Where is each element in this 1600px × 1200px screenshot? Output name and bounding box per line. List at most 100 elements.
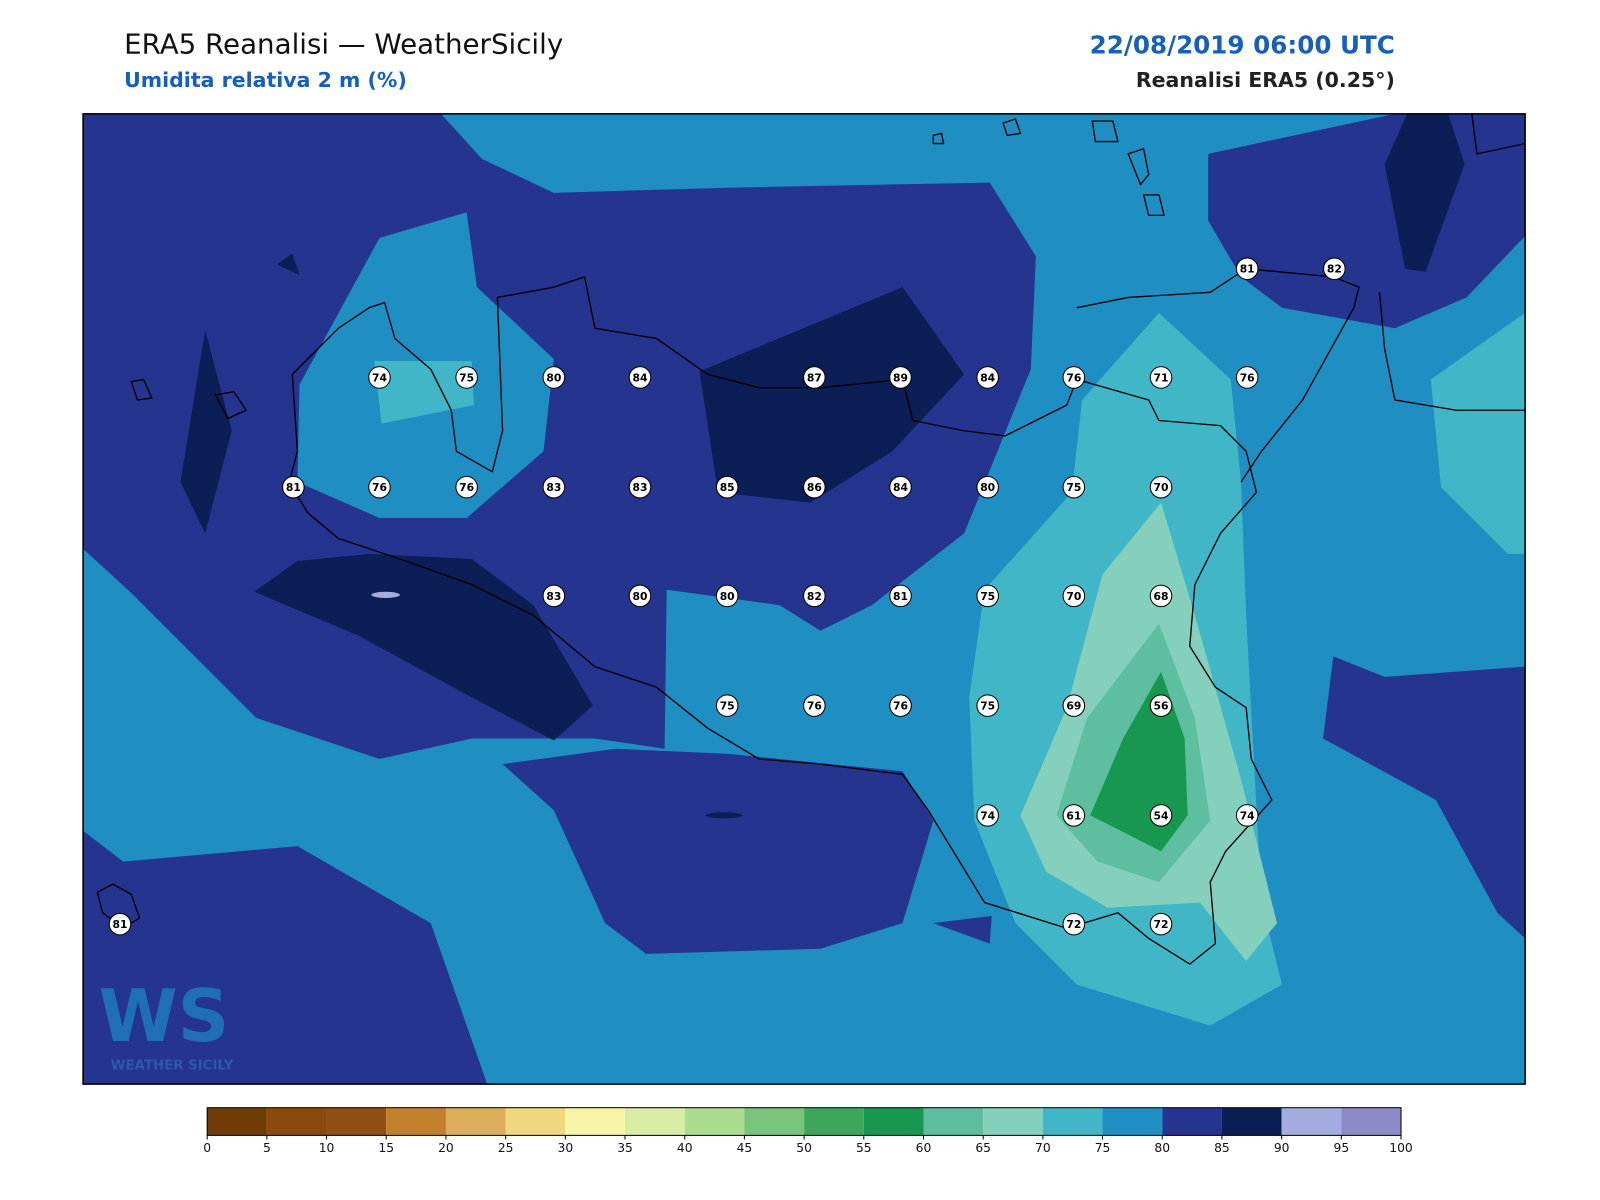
station-marker <box>889 694 912 717</box>
station-value: 83 <box>546 590 561 603</box>
station-marker <box>1062 366 1086 389</box>
coastline <box>1076 113 1526 483</box>
colorbar-tick-label: 0 <box>203 1141 211 1155</box>
colorbar-segment <box>1162 1107 1222 1136</box>
fill-area <box>699 287 965 503</box>
station-value: 76 <box>372 481 387 494</box>
station-value: 76 <box>1066 371 1081 384</box>
colorbar-segment <box>1341 1107 1402 1136</box>
station-marker <box>368 366 391 389</box>
station-marker <box>1149 584 1173 608</box>
station-value: 76 <box>1240 371 1255 384</box>
coastline <box>96 118 1165 929</box>
fill-area <box>1384 113 1465 272</box>
fill-area <box>1430 312 1526 554</box>
station-marker <box>803 366 826 389</box>
title: ERA5 Reanalisi — WeatherSicily <box>124 27 563 60</box>
colorbar-tick-label: 45 <box>737 1141 753 1155</box>
station-value: 81 <box>286 481 301 494</box>
station-marker <box>1149 366 1173 389</box>
colorbar-segment <box>445 1107 506 1136</box>
coastline <box>288 276 1273 965</box>
station-marker <box>1062 584 1086 608</box>
station-value: 72 <box>1154 918 1169 931</box>
station-marker <box>542 366 566 389</box>
station-value: 82 <box>1327 263 1342 276</box>
station-marker <box>803 584 826 608</box>
colorbar-segment <box>505 1107 566 1136</box>
colorbar: 0 5 10 15 20 25 30 35 40 45 50 55 60 65 70 75 80 85 90 95 10… <box>203 1107 1413 1155</box>
station-value: 85 <box>720 481 735 494</box>
station-marker <box>803 694 826 717</box>
station-value: 70 <box>1154 481 1169 494</box>
station-value: 75 <box>720 700 735 713</box>
station-value: 84 <box>893 481 908 494</box>
station-marker <box>1235 804 1259 827</box>
station-marker <box>1235 257 1259 280</box>
station-marker <box>889 475 912 499</box>
contour-fills <box>83 113 1526 1085</box>
station-value: 86 <box>807 481 822 494</box>
station-marker <box>715 475 739 499</box>
fill-area <box>1323 656 1526 939</box>
station-value: 83 <box>633 481 648 494</box>
station-value: 82 <box>807 590 822 603</box>
station-marker <box>1062 694 1086 717</box>
station-value: 81 <box>113 918 128 931</box>
station-value: 84 <box>633 371 648 384</box>
colorbar-segment <box>1102 1107 1163 1136</box>
colorbar-segment <box>326 1107 387 1136</box>
station-value: 75 <box>459 371 474 384</box>
station-value: 61 <box>1066 809 1081 822</box>
colorbar-segment <box>863 1107 924 1136</box>
station-marker <box>542 584 566 608</box>
station-marker <box>455 475 478 499</box>
station-marker <box>803 475 826 499</box>
station-value: 54 <box>1154 809 1169 822</box>
station-value: 74 <box>372 371 387 384</box>
fill-area <box>933 915 992 944</box>
station-marker <box>715 584 739 608</box>
station-value: 83 <box>546 481 561 494</box>
station-value: 76 <box>459 481 474 494</box>
station-marker <box>368 475 391 499</box>
station-marker <box>1235 366 1259 389</box>
datetime: 22/08/2019 06:00 UTC <box>1090 30 1395 59</box>
colorbar-segment <box>266 1107 327 1136</box>
logo-text: WEATHER SICILY <box>111 1059 234 1074</box>
colorbar-tick-label: 30 <box>558 1141 574 1155</box>
colorbar-tick-label: 70 <box>1035 1141 1051 1155</box>
logo-mark: WS <box>98 974 229 1058</box>
station-value: 75 <box>980 590 995 603</box>
station-value: 75 <box>980 700 995 713</box>
colorbar-tick-label: 60 <box>916 1141 932 1155</box>
colorbar-tick-label: 20 <box>438 1141 454 1155</box>
station-value: 71 <box>1154 371 1169 384</box>
colorbar-tick-label: 25 <box>498 1141 514 1155</box>
fill-area <box>276 253 300 275</box>
station-marker <box>715 694 739 717</box>
fill-area <box>371 591 400 598</box>
colorbar-tick-label: 100 <box>1389 1141 1412 1155</box>
colorbar-segment <box>804 1107 864 1136</box>
colorbar-segment <box>983 1107 1043 1136</box>
station-marker <box>1323 257 1346 280</box>
station-value: 80 <box>633 590 648 603</box>
station-value: 56 <box>1154 700 1169 713</box>
colorbar-segment <box>1042 1107 1103 1136</box>
station-value: 80 <box>546 371 561 384</box>
station-value: 75 <box>1066 481 1081 494</box>
map-frame <box>82 113 1526 1085</box>
station-marker <box>1149 912 1173 936</box>
colorbar-segment <box>1221 1107 1282 1136</box>
station-value: 84 <box>980 371 995 384</box>
stations: 81 82 74 75 80 84 87 89 84 76 71 76 81 76 76 83 83 85 86 84… <box>108 257 1346 936</box>
station-marker <box>628 584 652 608</box>
station-value: 89 <box>893 371 908 384</box>
station-value: 80 <box>980 481 995 494</box>
fill-area <box>180 330 232 534</box>
station-marker <box>976 694 999 717</box>
station-marker <box>976 366 999 389</box>
colorbar-tick-label: 10 <box>319 1141 335 1155</box>
